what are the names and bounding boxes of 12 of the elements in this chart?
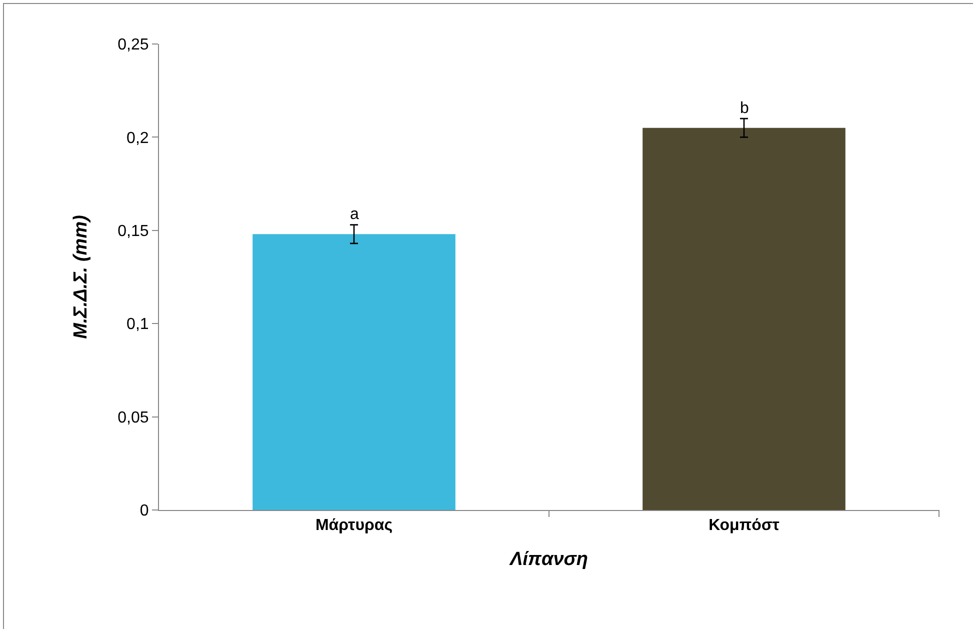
annotation: a bbox=[350, 206, 359, 223]
annotation: b bbox=[740, 100, 749, 117]
y-tick-label: 0 bbox=[140, 502, 149, 520]
y-tick-label: 0,05 bbox=[118, 409, 149, 426]
y-tick-label: 0,25 bbox=[118, 36, 149, 54]
x-tick-label: Κομπόστ bbox=[708, 517, 780, 534]
x-axis-title: Λίπανση bbox=[508, 549, 588, 570]
y-axis-title: Μ.Σ.Δ.Σ. (mm) bbox=[70, 215, 92, 339]
y-tick-label: 0,2 bbox=[126, 130, 149, 147]
x-tick-label: Μάρτυρας bbox=[315, 517, 393, 534]
y-tick-label: 0,1 bbox=[126, 316, 149, 334]
y-tick-label: 0,15 bbox=[118, 223, 149, 240]
